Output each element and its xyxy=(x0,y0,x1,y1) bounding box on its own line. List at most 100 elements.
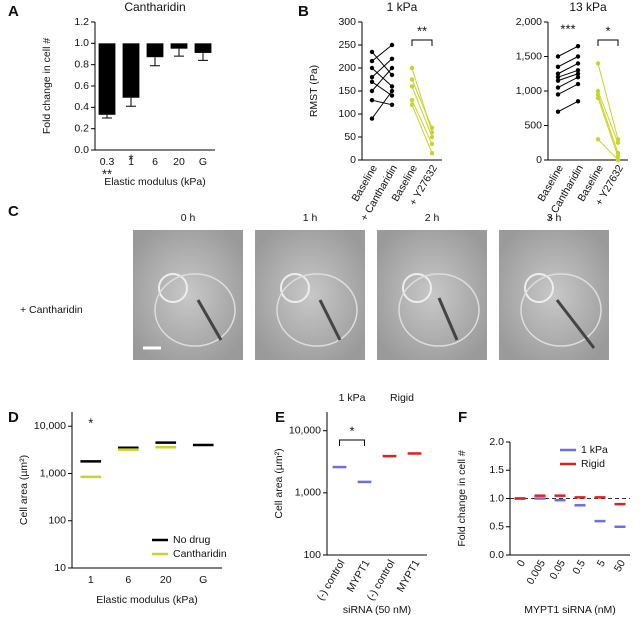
bar xyxy=(170,43,188,49)
subject-line xyxy=(557,69,579,78)
y-tick-label: 0 xyxy=(536,154,542,166)
point xyxy=(409,84,415,89)
point xyxy=(369,116,375,121)
x-tick-label: 50 xyxy=(612,558,628,574)
point xyxy=(369,58,375,64)
error-bar xyxy=(174,48,184,57)
x-tick-label: (-) control xyxy=(315,558,348,603)
subject-line xyxy=(557,45,579,57)
y-axis-label: RMST (Pa) xyxy=(308,65,320,117)
point xyxy=(575,68,581,73)
point xyxy=(409,98,415,103)
y-tick-label: 0.8 xyxy=(74,58,89,70)
x-tick-label: 0.05 xyxy=(547,558,568,582)
point xyxy=(575,99,581,104)
x-tick-label: 5 xyxy=(595,558,608,569)
point xyxy=(369,49,375,55)
y-tick-label: 0.6 xyxy=(74,80,89,92)
point xyxy=(595,61,601,66)
subject-line xyxy=(597,90,619,143)
x-axis-label: siRNA (50 nM) xyxy=(343,604,411,616)
panel-letter: E xyxy=(275,409,285,426)
time-label: 0 h xyxy=(181,212,196,224)
point xyxy=(409,77,415,82)
group-label: Rigid xyxy=(390,392,414,404)
y-tick-label: 250 xyxy=(338,39,356,51)
subject-line xyxy=(557,100,579,113)
subject-line xyxy=(371,51,393,76)
time-label: 2 h xyxy=(425,212,440,224)
point xyxy=(369,65,375,71)
panel-letter: B xyxy=(298,3,309,20)
point xyxy=(389,93,395,98)
y-tick-label: 0 xyxy=(350,154,356,166)
error-bar xyxy=(198,52,208,61)
point xyxy=(615,157,621,163)
point xyxy=(389,42,395,48)
y-tick-label: 150 xyxy=(338,85,356,97)
subject-line xyxy=(371,81,393,97)
bar xyxy=(146,43,164,58)
y-tick-label: 100 xyxy=(48,515,66,527)
chart-title: Cantharidin xyxy=(124,0,185,14)
subject-line xyxy=(557,73,579,82)
point xyxy=(595,137,601,142)
x-tick-label: 6 xyxy=(125,574,131,586)
legend-label: 1 kPa xyxy=(581,444,608,456)
point xyxy=(575,61,581,66)
significance: ** xyxy=(102,166,112,181)
point xyxy=(615,154,621,159)
x-axis-label: Elastic modulus (kPa) xyxy=(104,176,206,188)
y-tick-label: 10,000 xyxy=(289,424,321,436)
micrograph xyxy=(377,230,487,360)
bar xyxy=(194,43,212,53)
panel-letter: D xyxy=(8,409,19,426)
significance: ** xyxy=(417,23,427,38)
subject-line xyxy=(411,79,433,128)
x-tick-label: G xyxy=(199,156,207,168)
subject-line xyxy=(371,99,393,106)
point xyxy=(429,141,435,147)
y-tick-label: 0.2 xyxy=(74,122,89,134)
point xyxy=(389,88,395,94)
x-axis-label: MYPT1 siRNA (nM) xyxy=(524,604,616,616)
y-tick-label: 10,000 xyxy=(34,420,66,432)
micrograph-row xyxy=(133,230,609,360)
point xyxy=(409,65,415,71)
x-tick-label: 6 xyxy=(152,156,158,168)
x-tick-label: 0.3 xyxy=(100,156,115,168)
y-tick-label: 200 xyxy=(338,62,356,74)
y-axis-label: Cell area (µm²) xyxy=(273,448,285,518)
y-tick-label: 300 xyxy=(338,16,356,28)
significance: * xyxy=(605,23,610,38)
point xyxy=(595,92,601,97)
significance: * xyxy=(349,423,354,438)
bar xyxy=(98,43,116,115)
subject-line xyxy=(371,58,393,78)
point xyxy=(555,78,561,83)
y-tick-label: 1.5 xyxy=(489,464,504,476)
point xyxy=(409,102,415,108)
y-tick-label: 1,500 xyxy=(516,50,542,62)
subject-line xyxy=(597,94,619,154)
y-tick-label: 50 xyxy=(344,131,356,143)
point xyxy=(575,75,581,80)
point xyxy=(369,75,375,80)
point xyxy=(389,56,395,61)
y-tick-label: 2,000 xyxy=(516,16,542,28)
point xyxy=(615,140,621,145)
y-tick-label: 10 xyxy=(54,562,66,574)
significance: *** xyxy=(560,21,575,36)
bracket xyxy=(411,39,433,46)
point xyxy=(369,88,375,94)
y-tick-label: 1,000 xyxy=(295,487,321,499)
y-tick-label: 1,000 xyxy=(40,467,66,479)
y-tick-label: 100 xyxy=(303,549,321,561)
y-tick-label: 1.0 xyxy=(489,492,504,504)
point xyxy=(575,43,581,49)
point xyxy=(429,150,435,156)
point xyxy=(555,92,561,97)
point xyxy=(369,79,375,85)
y-tick-label: 1.2 xyxy=(74,16,89,28)
y-axis-label: Fold change in cell # xyxy=(41,38,53,134)
